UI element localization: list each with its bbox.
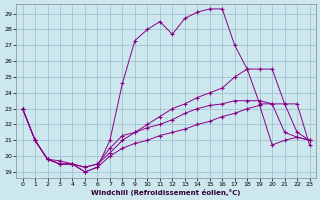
X-axis label: Windchill (Refroidissement éolien,°C): Windchill (Refroidissement éolien,°C) — [92, 189, 241, 196]
